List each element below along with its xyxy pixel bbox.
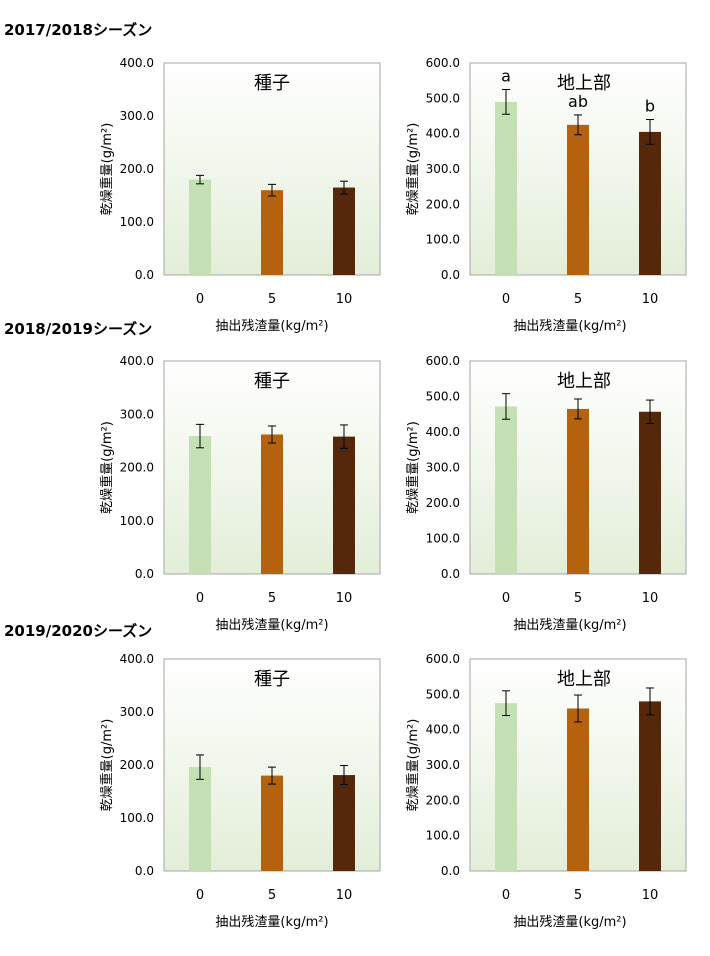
chart-3-ytick-label: 100.0 (120, 514, 154, 528)
chart-6-xtick-label: 0 (502, 888, 510, 903)
chart-6-ytick-label: 400.0 (426, 723, 460, 737)
season-title-2018-2019: 2018/2019シーズン (4, 320, 153, 338)
chart-1-xtick-label: 10 (336, 292, 353, 307)
chart-5-bar-10 (333, 775, 355, 871)
chart-6-bar-5 (567, 708, 589, 871)
chart-1-xtick-label: 5 (268, 292, 276, 307)
chart-2-significance-label: a (501, 67, 511, 86)
chart-5-y-axis-label: 乾燥重量(g/m²) (99, 719, 115, 812)
chart-3-ytick-label: 300.0 (120, 407, 154, 421)
chart-2-y-axis-label: 乾燥重量(g/m²) (405, 123, 421, 216)
chart-4-x-axis-label: 抽出残渣量(kg/m²) (513, 618, 626, 633)
chart-5-xtick-label: 10 (336, 888, 353, 903)
chart-4-bar-5 (567, 408, 589, 574)
chart-5-xtick-label: 5 (268, 888, 276, 903)
chart-6-ytick-label: 500.0 (426, 687, 460, 701)
chart-4-bar-10 (639, 411, 661, 574)
chart-2-ytick-label: 0.0 (441, 268, 460, 282)
chart-6-bar-0 (495, 703, 517, 871)
chart-4-ytick-label: 400.0 (426, 425, 460, 439)
chart-2-xtick-label: 0 (502, 292, 510, 307)
chart-2-ytick-label: 300.0 (426, 162, 460, 176)
season-title-2017-2018: 2017/2018シーズン (4, 21, 153, 39)
chart-2-xtick-label: 5 (574, 292, 582, 307)
chart-5-ytick-label: 300.0 (120, 705, 154, 719)
chart-5-title: 種子 (254, 669, 290, 690)
chart-6-ytick-label: 300.0 (426, 758, 460, 772)
chart-1-ytick-label: 400.0 (120, 56, 154, 70)
chart-3-xtick-label: 0 (196, 591, 204, 606)
chart-1-ytick-label: 100.0 (120, 215, 154, 229)
chart-6-ytick-label: 0.0 (441, 864, 460, 878)
chart-6-xtick-label: 5 (574, 888, 582, 903)
chart-4-ytick-label: 100.0 (426, 532, 460, 546)
chart-3-x-axis-label: 抽出残渣量(kg/m²) (215, 618, 328, 633)
chart-3-bar-10 (333, 436, 355, 574)
chart-1-y-axis-label: 乾燥重量(g/m²) (99, 123, 115, 216)
chart-1-x-axis-label: 抽出残渣量(kg/m²) (215, 319, 328, 334)
chart-2-significance-label: ab (568, 92, 588, 111)
chart-4-y-axis-label: 乾燥重量(g/m²) (405, 421, 421, 514)
chart-1-ytick-label: 200.0 (120, 162, 154, 176)
chart-2-bar-10 (639, 131, 661, 275)
chart-6-ytick-label: 600.0 (426, 652, 460, 666)
chart-1-bar-10 (333, 187, 355, 275)
chart-4-title: 地上部 (557, 371, 611, 392)
chart-6-xtick-label: 10 (642, 888, 659, 903)
chart-4-ytick-label: 0.0 (441, 567, 460, 581)
chart-4-ytick-label: 300.0 (426, 461, 460, 475)
chart-6-bar-10 (639, 701, 661, 871)
chart-5-x-axis-label: 抽出残渣量(kg/m²) (215, 915, 328, 930)
chart-5-bar-5 (261, 775, 283, 871)
chart-4-bar-0 (495, 406, 517, 574)
chart-2-bar-0 (495, 101, 517, 275)
chart-2-ytick-label: 400.0 (426, 127, 460, 141)
chart-5-ytick-label: 100.0 (120, 811, 154, 825)
chart-5-ytick-label: 200.0 (120, 758, 154, 772)
season-title-2019-2020: 2019/2020シーズン (4, 622, 153, 640)
chart-5-ytick-label: 0.0 (135, 864, 154, 878)
chart-4-xtick-label: 0 (502, 591, 510, 606)
chart-4-xtick-label: 10 (642, 591, 659, 606)
chart-2-significance-label: b (645, 97, 655, 116)
chart-6-ytick-label: 200.0 (426, 793, 460, 807)
chart-6-x-axis-label: 抽出残渣量(kg/m²) (513, 915, 626, 930)
chart-3-y-axis-label: 乾燥重量(g/m²) (99, 421, 115, 514)
chart-3-bar-5 (261, 434, 283, 574)
chart-2-x-axis-label: 抽出残渣量(kg/m²) (513, 319, 626, 334)
chart-1-bar-0 (189, 179, 211, 275)
chart-4-ytick-label: 500.0 (426, 390, 460, 404)
chart-3-ytick-label: 200.0 (120, 461, 154, 475)
chart-2-xtick-label: 10 (642, 292, 659, 307)
chart-5-xtick-label: 0 (196, 888, 204, 903)
chart-1-ytick-label: 300.0 (120, 109, 154, 123)
chart-5-ytick-label: 400.0 (120, 652, 154, 666)
chart-2-title: 地上部 (557, 73, 611, 94)
chart-3-xtick-label: 10 (336, 591, 353, 606)
chart-1-ytick-label: 0.0 (135, 268, 154, 282)
chart-2-bar-5 (567, 124, 589, 275)
chart-3-ytick-label: 0.0 (135, 567, 154, 581)
chart-2-ytick-label: 100.0 (426, 233, 460, 247)
chart-5-bar-0 (189, 767, 211, 871)
chart-2-ytick-label: 200.0 (426, 197, 460, 211)
chart-3-ytick-label: 400.0 (120, 354, 154, 368)
chart-1-bar-5 (261, 190, 283, 275)
chart-4-ytick-label: 200.0 (426, 496, 460, 510)
chart-1-title: 種子 (254, 73, 290, 94)
chart-6-title: 地上部 (557, 669, 611, 690)
chart-3-xtick-label: 5 (268, 591, 276, 606)
chart-2-ytick-label: 600.0 (426, 56, 460, 70)
chart-3-title: 種子 (254, 371, 290, 392)
chart-3-bar-0 (189, 436, 211, 574)
chart-6-y-axis-label: 乾燥重量(g/m²) (405, 719, 421, 812)
chart-4-ytick-label: 600.0 (426, 354, 460, 368)
chart-4-xtick-label: 5 (574, 591, 582, 606)
chart-1-xtick-label: 0 (196, 292, 204, 307)
chart-2-ytick-label: 500.0 (426, 91, 460, 105)
chart-6-ytick-label: 100.0 (426, 829, 460, 843)
